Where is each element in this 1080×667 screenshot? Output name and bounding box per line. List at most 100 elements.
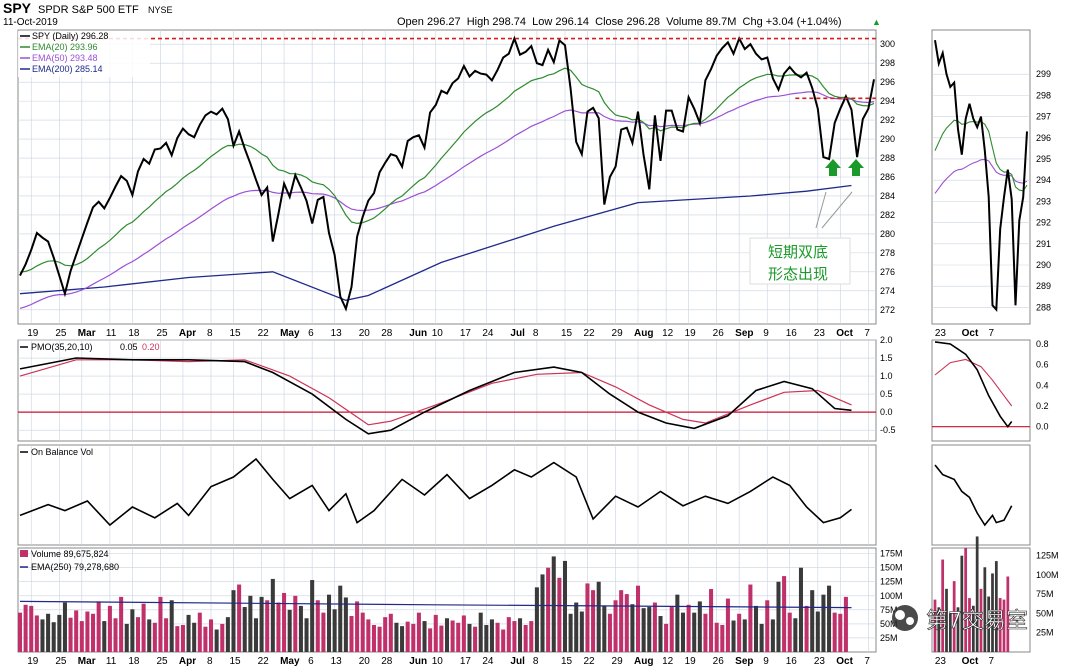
volume-bar — [585, 583, 590, 652]
zoom-volume-bar — [952, 581, 956, 652]
y-tick-label: 1.5 — [880, 353, 893, 363]
volume-bar — [91, 613, 96, 652]
zoom-pmo-tick-label: 0.2 — [1036, 401, 1049, 411]
volume-bar — [79, 621, 84, 652]
zoom-vol-tick-label: 75M — [1036, 589, 1054, 599]
zoom-vol-tick-label: 125M — [1036, 551, 1059, 561]
watermark-text: 第7交易室 — [926, 609, 1028, 634]
volume-bar — [484, 625, 489, 652]
x-tick-label: 19 — [685, 656, 697, 667]
volume-bar — [461, 615, 466, 652]
volume-bar — [782, 576, 787, 652]
chart-header: SPY SPDR S&P 500 ETF NYSE 11-Oct-2019 Op… — [3, 0, 881, 28]
volume-bar — [315, 600, 320, 652]
volume-bar — [467, 623, 472, 652]
volume-bar — [332, 609, 337, 652]
x-tick-label: 7 — [864, 656, 870, 667]
legend-price: SPY (Daily) 296.28 — [32, 31, 108, 41]
volume-bar — [259, 596, 264, 652]
axes: 19 25 Mar 11 18 25 Apr 8 15 22 May 6 13 20 28 Jun 10 17 24… — [27, 328, 994, 667]
zoom-x-tick-label: 7 — [989, 328, 995, 339]
x-tick-label: 17 — [460, 328, 472, 339]
volume-bar — [371, 625, 376, 652]
zoom-volume-bar — [956, 607, 960, 652]
x-tick-label: 19 — [27, 328, 39, 339]
volume-bar — [68, 617, 73, 652]
pmo-line — [19, 357, 852, 435]
volume-bar — [270, 578, 275, 652]
volume-bar — [641, 608, 646, 652]
legend-vol-ema: EMA(250) 79,278,680 — [31, 562, 119, 572]
zoom-x-tick-label: Oct — [962, 328, 979, 339]
zoom-vol-tick-label: 25M — [1036, 628, 1054, 638]
y-tick-label: -0.5 — [880, 425, 896, 435]
obv-line — [19, 457, 852, 527]
volume-bar — [439, 625, 444, 652]
ema50-line — [19, 91, 875, 309]
x-tick-label: Apr — [179, 328, 196, 339]
x-tick-label: 10 — [432, 656, 444, 667]
zoom-volume-bar — [933, 599, 937, 652]
volume-bar — [843, 596, 848, 652]
x-tick-label: Sep — [735, 656, 753, 667]
exchange: NYSE — [148, 5, 173, 15]
zoom-frame-price — [931, 29, 1031, 325]
price-panel: 272 274 276 278 280 282 284 286 288 290 292 294 296 2… — [18, 35, 895, 315]
zoom-frame-obv — [931, 444, 1031, 546]
zoom-y-tick-label: 290 — [1036, 260, 1051, 270]
volume-bar — [209, 619, 214, 652]
volume-bar — [85, 611, 90, 652]
volume-bar — [680, 612, 685, 652]
zoom-volume-bar — [975, 536, 979, 652]
volume-bar — [636, 585, 641, 652]
volume-bar — [450, 620, 455, 652]
volume-bar — [692, 612, 697, 652]
volume-bar — [473, 626, 478, 652]
volume-bar — [444, 618, 450, 652]
legend-volume: Volume 89,675,824 — [31, 549, 109, 559]
volume-bar — [827, 585, 832, 652]
volume-bar — [152, 622, 157, 652]
volume-bar — [832, 612, 837, 652]
zoom-volume-bar — [960, 555, 964, 652]
ema20-line — [19, 67, 875, 273]
x-tick-label: Sep — [735, 328, 753, 339]
x-tick-label: 12 — [662, 656, 674, 667]
x-tick-label: 9 — [763, 328, 769, 339]
x-tick-label: 8 — [533, 656, 539, 667]
volume-bar — [17, 612, 23, 652]
volume-ema-line — [19, 600, 852, 609]
volume-bar — [135, 617, 141, 652]
x-tick-label: 25 — [156, 328, 168, 339]
y-tick-label: 50M — [880, 619, 898, 629]
volume-bar — [355, 601, 360, 652]
x-tick-label: Aug — [634, 656, 653, 667]
volume-bar — [495, 622, 500, 652]
x-tick-label: 23 — [814, 656, 826, 667]
zoom-volume-bar — [945, 588, 948, 652]
volume-bar — [96, 601, 101, 652]
volume-bar — [338, 585, 343, 652]
volume-bar — [725, 598, 730, 652]
volume-bar — [652, 602, 657, 652]
volume-bar — [534, 587, 539, 652]
y-tick-label: 294 — [880, 96, 895, 106]
legend-ema50: EMA(50) 293.48 — [32, 53, 98, 63]
up-arrow-icon — [848, 159, 864, 176]
x-tick-label: 6 — [308, 328, 314, 339]
x-tick-label: 29 — [612, 328, 624, 339]
volume-bar — [343, 597, 348, 652]
volume-bar — [366, 619, 371, 652]
x-tick-label: 20 — [359, 656, 371, 667]
y-tick-label: 292 — [880, 115, 895, 125]
volume-bar — [51, 622, 56, 652]
frame-obv — [17, 444, 877, 546]
double-bottom-annotation: 短期双底 形态出现 — [749, 191, 853, 285]
zoom-volume-bar — [1006, 576, 1010, 652]
x-tick-label: 9 — [763, 656, 769, 667]
zoom-volume-bar — [964, 548, 968, 652]
quote-line: Open 296.27 High 298.74 Low 296.14 Close… — [397, 16, 842, 28]
legend-pmo-value: 0.05 — [120, 342, 138, 352]
zoom-frame-pmo — [931, 339, 1031, 442]
y-tick-label: 272 — [880, 305, 895, 315]
